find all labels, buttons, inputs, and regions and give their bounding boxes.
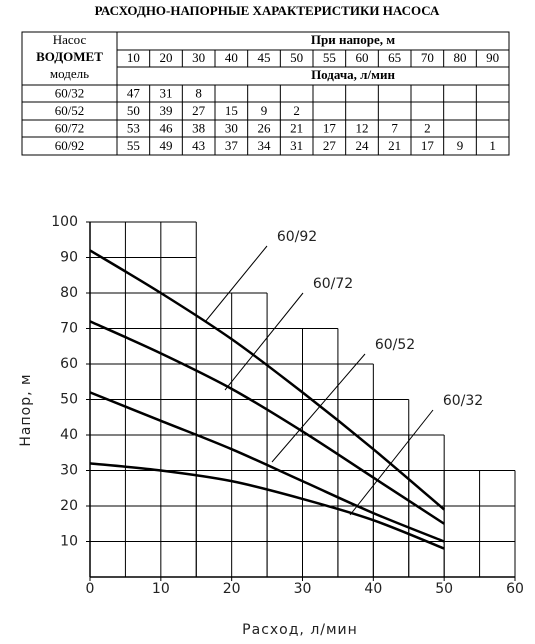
value-cell: 47 <box>127 85 141 100</box>
x-tick-label: 60 <box>506 581 524 597</box>
head-cell: 10 <box>127 50 140 65</box>
curve-label: 60/32 <box>443 393 483 409</box>
value-cell: 2 <box>293 103 300 118</box>
header-cell: ВОДОМЕТ <box>36 49 103 64</box>
head-cell: 65 <box>388 50 401 65</box>
y-tick-label: 30 <box>60 463 78 479</box>
y-axis-label: Напор, м <box>18 373 34 446</box>
header-cell: Подача, л/мин <box>311 67 395 82</box>
value-cell: 9 <box>261 103 268 118</box>
head-cell: 20 <box>160 50 173 65</box>
value-cell: 31 <box>290 138 303 153</box>
curve <box>89 391 445 543</box>
value-cell: 24 <box>356 138 370 153</box>
y-tick-label: 70 <box>60 321 78 337</box>
title: РАСХОДНО-НАПОРНЫЕ ХАРАКТЕРИСТИКИ НАСОСА <box>95 3 440 18</box>
value-cell: 53 <box>127 120 140 135</box>
value-cell: 8 <box>195 85 202 100</box>
y-tick-label: 40 <box>60 427 78 443</box>
model-cell: 60/52 <box>55 103 85 118</box>
head-cell: 55 <box>323 50 336 65</box>
head-cell: 50 <box>290 50 303 65</box>
value-cell: 12 <box>356 120 369 135</box>
leader-line <box>271 353 366 463</box>
head-cell: 80 <box>454 50 467 65</box>
y-tick-label: 60 <box>60 356 78 372</box>
x-axis-label: Расход, л/мин <box>242 622 358 638</box>
value-cell: 30 <box>225 120 238 135</box>
leader-line <box>224 292 304 391</box>
value-cell: 37 <box>225 138 239 153</box>
value-cell: 21 <box>388 138 401 153</box>
curve <box>89 462 445 550</box>
value-cell: 15 <box>225 103 238 118</box>
value-cell: 27 <box>192 103 206 118</box>
value-cell: 43 <box>192 138 205 153</box>
table-frame <box>21 31 510 156</box>
x-tick-label: 50 <box>435 581 453 597</box>
value-cell: 1 <box>489 138 496 153</box>
value-cell: 38 <box>192 120 205 135</box>
head-cell: 60 <box>356 50 369 65</box>
value-cell: 50 <box>127 103 140 118</box>
value-cell: 39 <box>160 103 173 118</box>
value-cell: 21 <box>290 120 303 135</box>
x-tick-label: 10 <box>152 581 170 597</box>
head-cell: 45 <box>258 50 271 65</box>
y-tick-label: 100 <box>51 214 78 230</box>
value-cell: 9 <box>457 138 464 153</box>
curve <box>89 320 445 525</box>
model-cell: 60/32 <box>55 85 85 100</box>
value-cell: 34 <box>258 138 272 153</box>
leader-line <box>349 409 434 516</box>
curve <box>89 249 445 511</box>
header-cell: Насос <box>53 32 87 47</box>
header-cell: модель <box>50 66 89 81</box>
value-cell: 55 <box>127 138 140 153</box>
model-cell: 60/72 <box>55 120 85 135</box>
x-tick-label: 0 <box>86 581 95 597</box>
leader-line <box>204 245 268 323</box>
value-cell: 26 <box>258 120 272 135</box>
x-tick-label: 40 <box>364 581 382 597</box>
value-cell: 46 <box>160 120 174 135</box>
y-tick-label: 20 <box>60 498 78 514</box>
head-cell: 30 <box>192 50 205 65</box>
x-tick-label: 20 <box>223 581 241 597</box>
head-cell: 70 <box>421 50 434 65</box>
head-cell: 40 <box>225 50 238 65</box>
x-tick-label: 30 <box>294 581 312 597</box>
y-tick-label: 90 <box>60 250 78 266</box>
value-cell: 17 <box>323 120 337 135</box>
header-cell: При напоре, м <box>311 32 395 47</box>
curve-label: 60/52 <box>375 337 415 353</box>
curve-label: 60/92 <box>277 229 317 245</box>
value-cell: 49 <box>160 138 173 153</box>
head-cell: 90 <box>486 50 499 65</box>
y-tick-label: 50 <box>60 392 78 408</box>
model-cell: 60/92 <box>55 138 85 153</box>
curve-label: 60/72 <box>313 276 353 292</box>
value-cell: 2 <box>424 120 431 135</box>
value-cell: 31 <box>160 85 173 100</box>
value-cell: 27 <box>323 138 337 153</box>
value-cell: 17 <box>421 138 435 153</box>
value-cell: 7 <box>391 120 398 135</box>
y-tick-label: 80 <box>60 285 78 301</box>
y-tick-label: 10 <box>60 534 78 550</box>
